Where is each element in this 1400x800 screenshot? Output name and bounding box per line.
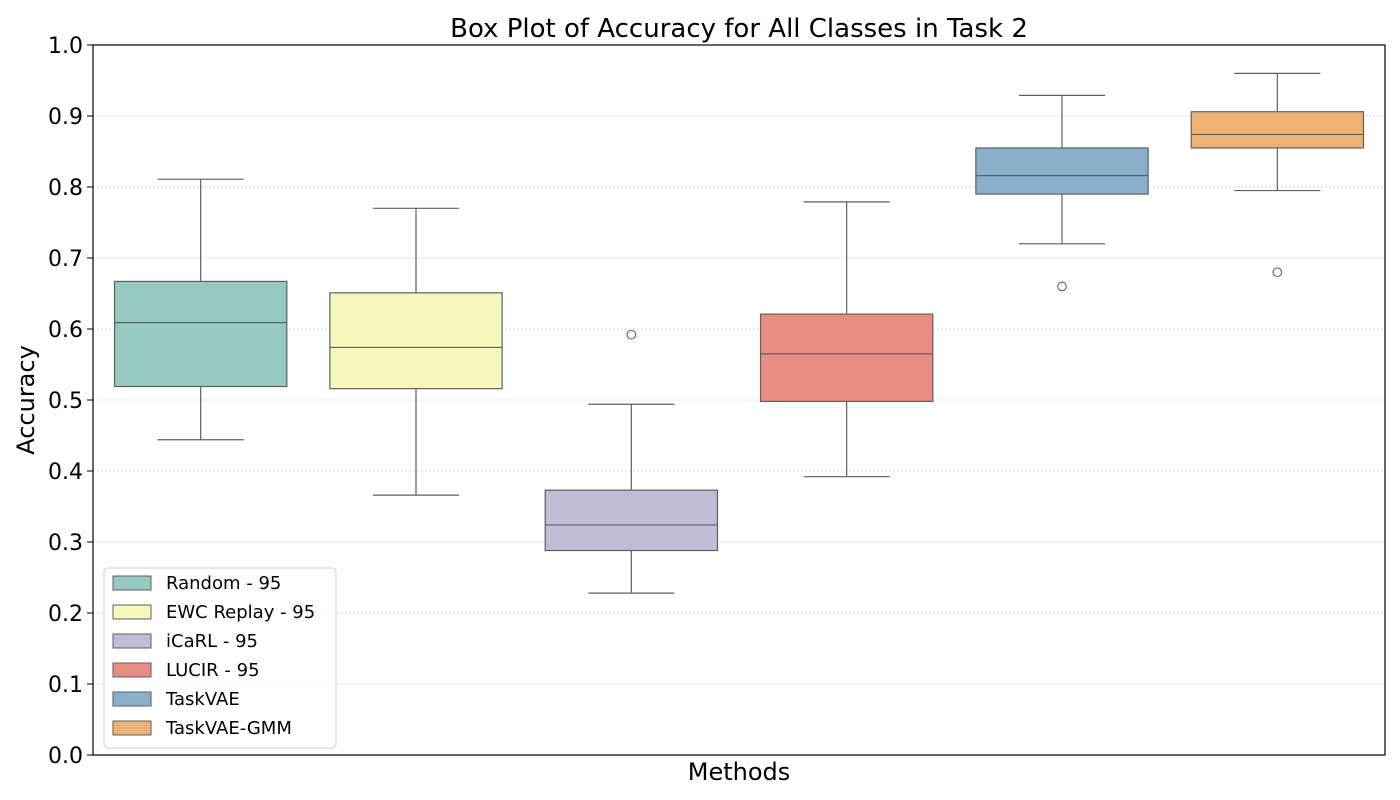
legend-label: LUCIR - 95	[166, 660, 260, 681]
y-tick-label: 0.2	[48, 602, 83, 627]
outlier-point	[626, 329, 637, 340]
box-ewc-replay-95	[329, 207, 503, 496]
y-tick-label: 0.9	[48, 105, 83, 130]
x-axis-title: Methods	[688, 758, 791, 786]
outlier-point	[1057, 281, 1067, 292]
box-iqr	[544, 489, 719, 552]
y-tick-label: 0.3	[48, 531, 83, 556]
y-tick-label: 0.8	[48, 176, 83, 201]
y-tick-label: 0.7	[48, 247, 83, 272]
legend-swatch	[112, 633, 152, 649]
box-random-95	[113, 178, 288, 441]
box-iqr	[113, 280, 288, 388]
legend-swatch	[112, 720, 152, 736]
legend-label: Random - 95	[166, 573, 281, 594]
box-iqr	[975, 147, 1149, 195]
legend-swatch	[112, 662, 152, 678]
y-tick-label: 0.0	[48, 744, 83, 769]
box-iqr	[1190, 111, 1365, 149]
legend: Random - 95 EWC Replay - 95 iCaRL - 95 LUCI…	[103, 567, 337, 749]
box-iqr	[759, 313, 934, 403]
legend-label: TaskVAE	[165, 689, 240, 710]
legend-label: EWC Replay - 95	[166, 602, 315, 623]
box-lucir-95	[759, 201, 934, 478]
boxes	[113, 72, 1365, 594]
legend-swatch	[112, 691, 152, 707]
y-tick-label: 1.0	[48, 34, 83, 59]
y-tick-label: 0.5	[48, 389, 83, 414]
outlier-point	[1272, 267, 1283, 278]
y-axis-ticks: 0.0 0.1 0.2 0.3 0.4 0.5 0.6 0.7 0.8 0.9 1.0	[48, 34, 93, 769]
legend-label: TaskVAE-GMM	[165, 718, 292, 739]
y-axis-title: Accuracy	[12, 345, 40, 455]
box-iqr	[329, 292, 503, 390]
legend-frame	[103, 567, 337, 749]
y-tick-label: 0.6	[48, 318, 83, 343]
legend-label: iCaRL - 95	[166, 631, 258, 652]
legend-swatch	[112, 575, 152, 591]
box-taskvae-gmm	[1190, 72, 1365, 278]
chart-title: Box Plot of Accuracy for All Classes in …	[450, 14, 1028, 44]
grid-lines	[93, 115, 1385, 685]
y-tick-label: 0.4	[48, 460, 83, 485]
y-tick-label: 0.1	[48, 673, 83, 698]
legend-swatch	[112, 604, 152, 620]
box-taskvae	[975, 94, 1149, 292]
box-icarl-95	[544, 329, 719, 594]
